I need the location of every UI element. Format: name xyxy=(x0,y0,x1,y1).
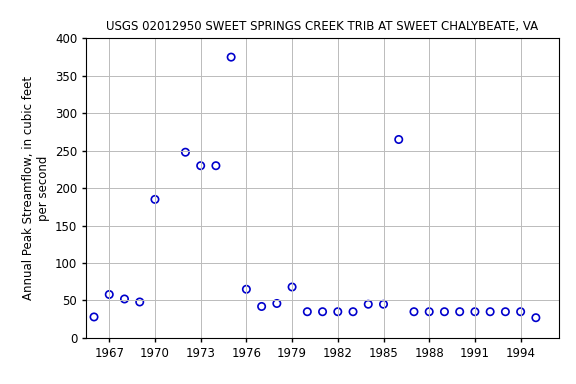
Point xyxy=(257,303,266,310)
Point xyxy=(287,284,297,290)
Point xyxy=(410,309,419,315)
Point xyxy=(471,309,480,315)
Point xyxy=(379,301,388,307)
Point xyxy=(531,314,540,321)
Y-axis label: Annual Peak Streamflow, in cubic feet
per second: Annual Peak Streamflow, in cubic feet pe… xyxy=(21,76,50,300)
Point xyxy=(105,291,114,298)
Point xyxy=(272,300,282,306)
Point xyxy=(303,309,312,315)
Point xyxy=(501,309,510,315)
Point xyxy=(211,163,221,169)
Point xyxy=(89,314,98,320)
Point xyxy=(120,296,129,302)
Point xyxy=(333,309,342,315)
Point xyxy=(242,286,251,292)
Point xyxy=(196,163,205,169)
Point xyxy=(135,299,145,305)
Point xyxy=(455,309,464,315)
Point xyxy=(394,136,403,142)
Point xyxy=(348,309,358,315)
Point xyxy=(150,196,160,202)
Point xyxy=(181,149,190,155)
Point xyxy=(486,309,495,315)
Title: USGS 02012950 SWEET SPRINGS CREEK TRIB AT SWEET CHALYBEATE, VA: USGS 02012950 SWEET SPRINGS CREEK TRIB A… xyxy=(107,20,539,33)
Point xyxy=(425,309,434,315)
Point xyxy=(318,309,327,315)
Point xyxy=(226,54,236,60)
Point xyxy=(516,309,525,315)
Point xyxy=(440,309,449,315)
Point xyxy=(363,301,373,307)
